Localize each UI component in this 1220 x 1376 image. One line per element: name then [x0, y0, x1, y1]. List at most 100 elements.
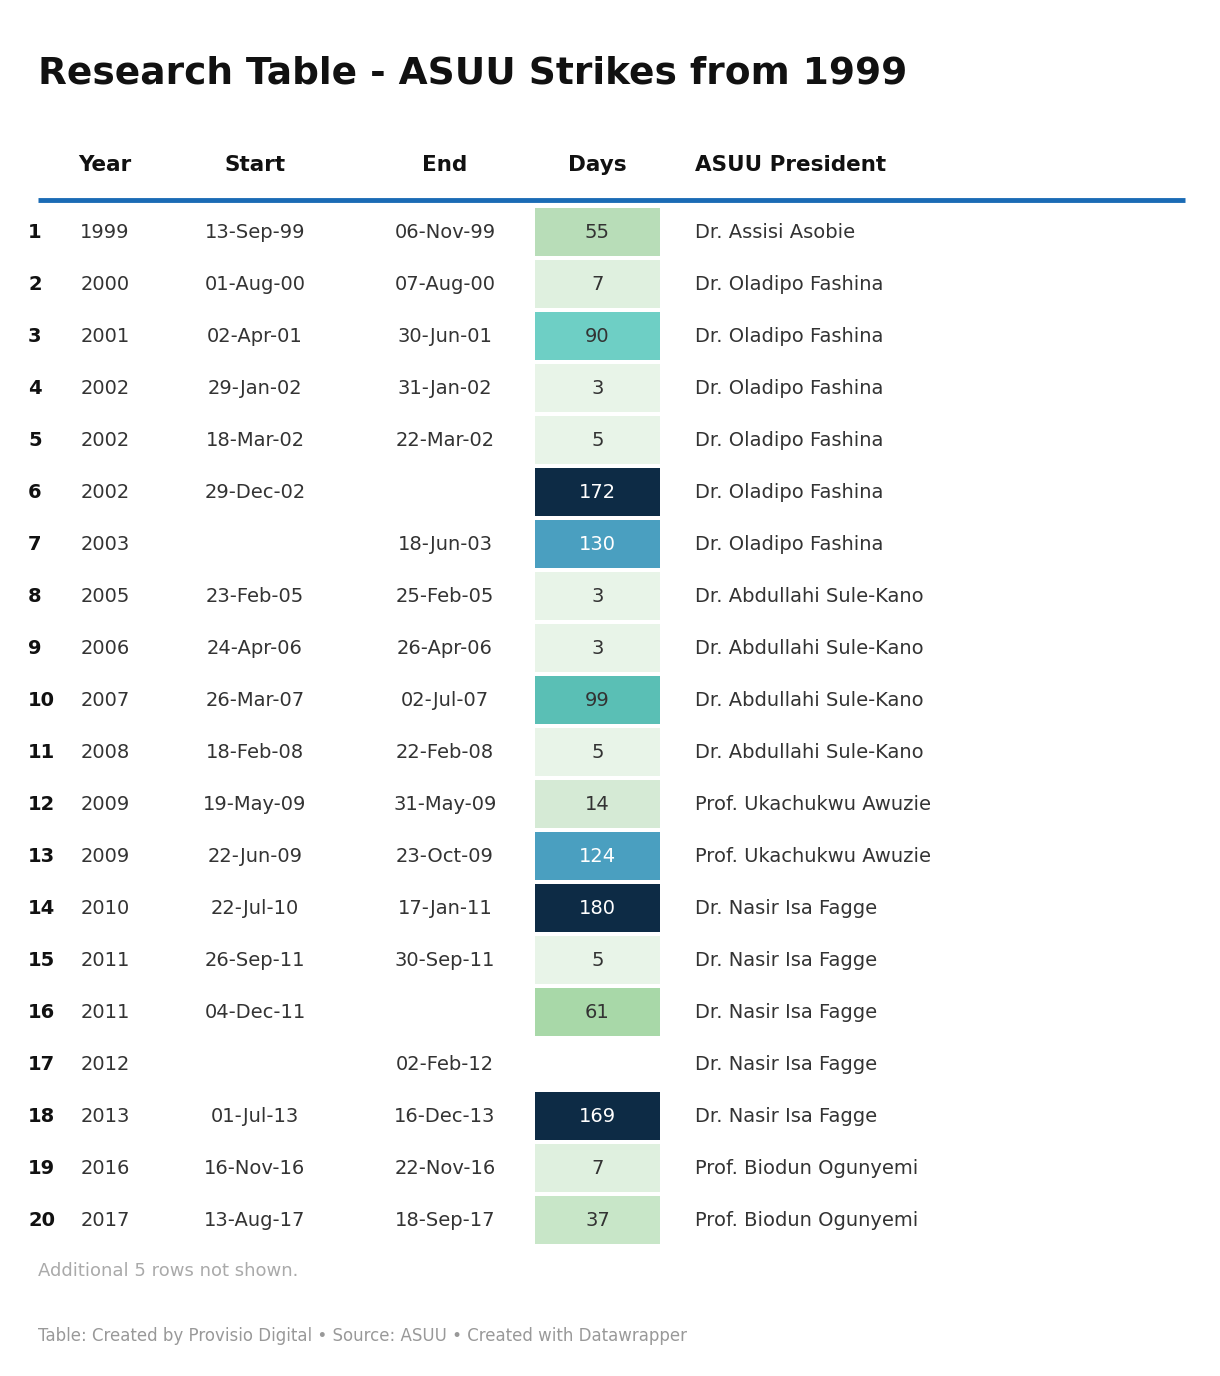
- Text: Dr. Nasir Isa Fagge: Dr. Nasir Isa Fagge: [695, 1106, 877, 1126]
- Bar: [536, 572, 660, 621]
- Text: Dr. Oladipo Fashina: Dr. Oladipo Fashina: [695, 378, 883, 398]
- Text: Prof. Biodun Ogunyemi: Prof. Biodun Ogunyemi: [695, 1159, 919, 1178]
- Text: Start: Start: [224, 155, 285, 175]
- Text: 2013: 2013: [81, 1106, 129, 1126]
- Text: 26-Mar-07: 26-Mar-07: [205, 691, 305, 710]
- Text: Prof. Biodun Ogunyemi: Prof. Biodun Ogunyemi: [695, 1211, 919, 1230]
- Text: 3: 3: [592, 586, 604, 605]
- Text: 12: 12: [28, 794, 55, 813]
- Text: Dr. Oladipo Fashina: Dr. Oladipo Fashina: [695, 274, 883, 293]
- Text: 31-May-09: 31-May-09: [393, 794, 497, 813]
- Text: 29-Jan-02: 29-Jan-02: [207, 378, 303, 398]
- Text: 29-Dec-02: 29-Dec-02: [205, 483, 306, 501]
- Text: 06-Nov-99: 06-Nov-99: [394, 223, 495, 242]
- Text: Table: Created by Provisio Digital • Source: ASUU • Created with Datawrapper: Table: Created by Provisio Digital • Sou…: [38, 1326, 687, 1344]
- Text: Dr. Abdullahi Sule-Kano: Dr. Abdullahi Sule-Kano: [695, 586, 924, 605]
- Bar: [536, 883, 660, 932]
- Text: 19-May-09: 19-May-09: [204, 794, 306, 813]
- Text: 9: 9: [28, 638, 41, 658]
- Bar: [536, 260, 660, 308]
- Text: 5: 5: [592, 431, 604, 450]
- Bar: [536, 728, 660, 776]
- Text: 11: 11: [28, 743, 55, 761]
- Text: Dr. Oladipo Fashina: Dr. Oladipo Fashina: [695, 534, 883, 553]
- Text: 30-Jun-01: 30-Jun-01: [398, 326, 493, 345]
- Bar: [536, 468, 660, 516]
- Text: 22-Nov-16: 22-Nov-16: [394, 1159, 495, 1178]
- Text: 18-Feb-08: 18-Feb-08: [206, 743, 304, 761]
- Text: 02-Feb-12: 02-Feb-12: [396, 1054, 494, 1073]
- Text: 15: 15: [28, 951, 55, 970]
- Text: 2000: 2000: [81, 274, 129, 293]
- Text: 02-Apr-01: 02-Apr-01: [207, 326, 303, 345]
- Text: 2007: 2007: [81, 691, 129, 710]
- Text: 130: 130: [580, 534, 616, 553]
- Bar: [536, 1093, 660, 1139]
- Text: 4: 4: [28, 378, 41, 398]
- Bar: [536, 832, 660, 881]
- Text: 90: 90: [586, 326, 610, 345]
- Text: Dr. Nasir Isa Fagge: Dr. Nasir Isa Fagge: [695, 1003, 877, 1021]
- Text: 10: 10: [28, 691, 55, 710]
- Text: 20: 20: [28, 1211, 55, 1230]
- Text: Dr. Nasir Isa Fagge: Dr. Nasir Isa Fagge: [695, 951, 877, 970]
- Text: 14: 14: [586, 794, 610, 813]
- Bar: [536, 365, 660, 411]
- Text: 5: 5: [592, 951, 604, 970]
- Text: Dr. Oladipo Fashina: Dr. Oladipo Fashina: [695, 326, 883, 345]
- Text: 25-Feb-05: 25-Feb-05: [395, 586, 494, 605]
- Text: 2003: 2003: [81, 534, 129, 553]
- Text: 19: 19: [28, 1159, 55, 1178]
- Text: Dr. Assisi Asobie: Dr. Assisi Asobie: [695, 223, 855, 242]
- Text: 7: 7: [28, 534, 41, 553]
- Text: 24-Apr-06: 24-Apr-06: [207, 638, 303, 658]
- Text: 30-Sep-11: 30-Sep-11: [395, 951, 495, 970]
- Text: Prof. Ukachukwu Awuzie: Prof. Ukachukwu Awuzie: [695, 794, 931, 813]
- Text: 2002: 2002: [81, 431, 129, 450]
- Bar: [536, 676, 660, 724]
- Text: 07-Aug-00: 07-Aug-00: [394, 274, 495, 293]
- Text: 17-Jan-11: 17-Jan-11: [398, 899, 493, 918]
- Bar: [536, 936, 660, 984]
- Text: 2011: 2011: [81, 1003, 129, 1021]
- Text: 6: 6: [28, 483, 41, 501]
- Text: Dr. Abdullahi Sule-Kano: Dr. Abdullahi Sule-Kano: [695, 691, 924, 710]
- Text: Research Table - ASUU Strikes from 1999: Research Table - ASUU Strikes from 1999: [38, 55, 908, 91]
- Text: 180: 180: [580, 899, 616, 918]
- Text: 18-Jun-03: 18-Jun-03: [398, 534, 493, 553]
- Text: Dr. Oladipo Fashina: Dr. Oladipo Fashina: [695, 431, 883, 450]
- Bar: [536, 1196, 660, 1244]
- Bar: [536, 416, 660, 464]
- Text: 16-Dec-13: 16-Dec-13: [394, 1106, 495, 1126]
- Text: 18-Sep-17: 18-Sep-17: [395, 1211, 495, 1230]
- Text: 2011: 2011: [81, 951, 129, 970]
- Text: 1999: 1999: [81, 223, 129, 242]
- Bar: [536, 780, 660, 828]
- Text: 3: 3: [592, 638, 604, 658]
- Text: 7: 7: [592, 274, 604, 293]
- Bar: [536, 520, 660, 568]
- Text: 01-Aug-00: 01-Aug-00: [205, 274, 305, 293]
- Text: ASUU President: ASUU President: [695, 155, 886, 175]
- Bar: [536, 988, 660, 1036]
- Text: 17: 17: [28, 1054, 55, 1073]
- Text: 18-Mar-02: 18-Mar-02: [205, 431, 305, 450]
- Text: 2009: 2009: [81, 846, 129, 866]
- Text: 02-Jul-07: 02-Jul-07: [401, 691, 489, 710]
- Text: 2017: 2017: [81, 1211, 129, 1230]
- Text: 23-Oct-09: 23-Oct-09: [396, 846, 494, 866]
- Text: 14: 14: [28, 899, 55, 918]
- Text: 2005: 2005: [81, 586, 129, 605]
- Text: 04-Dec-11: 04-Dec-11: [205, 1003, 306, 1021]
- Text: 13: 13: [28, 846, 55, 866]
- Text: 2: 2: [28, 274, 41, 293]
- Text: 16: 16: [28, 1003, 55, 1021]
- Text: Dr. Nasir Isa Fagge: Dr. Nasir Isa Fagge: [695, 1054, 877, 1073]
- Text: 169: 169: [580, 1106, 616, 1126]
- Text: Days: Days: [569, 155, 627, 175]
- Text: 3: 3: [28, 326, 41, 345]
- Text: 124: 124: [580, 846, 616, 866]
- Text: 2001: 2001: [81, 326, 129, 345]
- Text: 2012: 2012: [81, 1054, 129, 1073]
- Text: 22-Jul-10: 22-Jul-10: [211, 899, 299, 918]
